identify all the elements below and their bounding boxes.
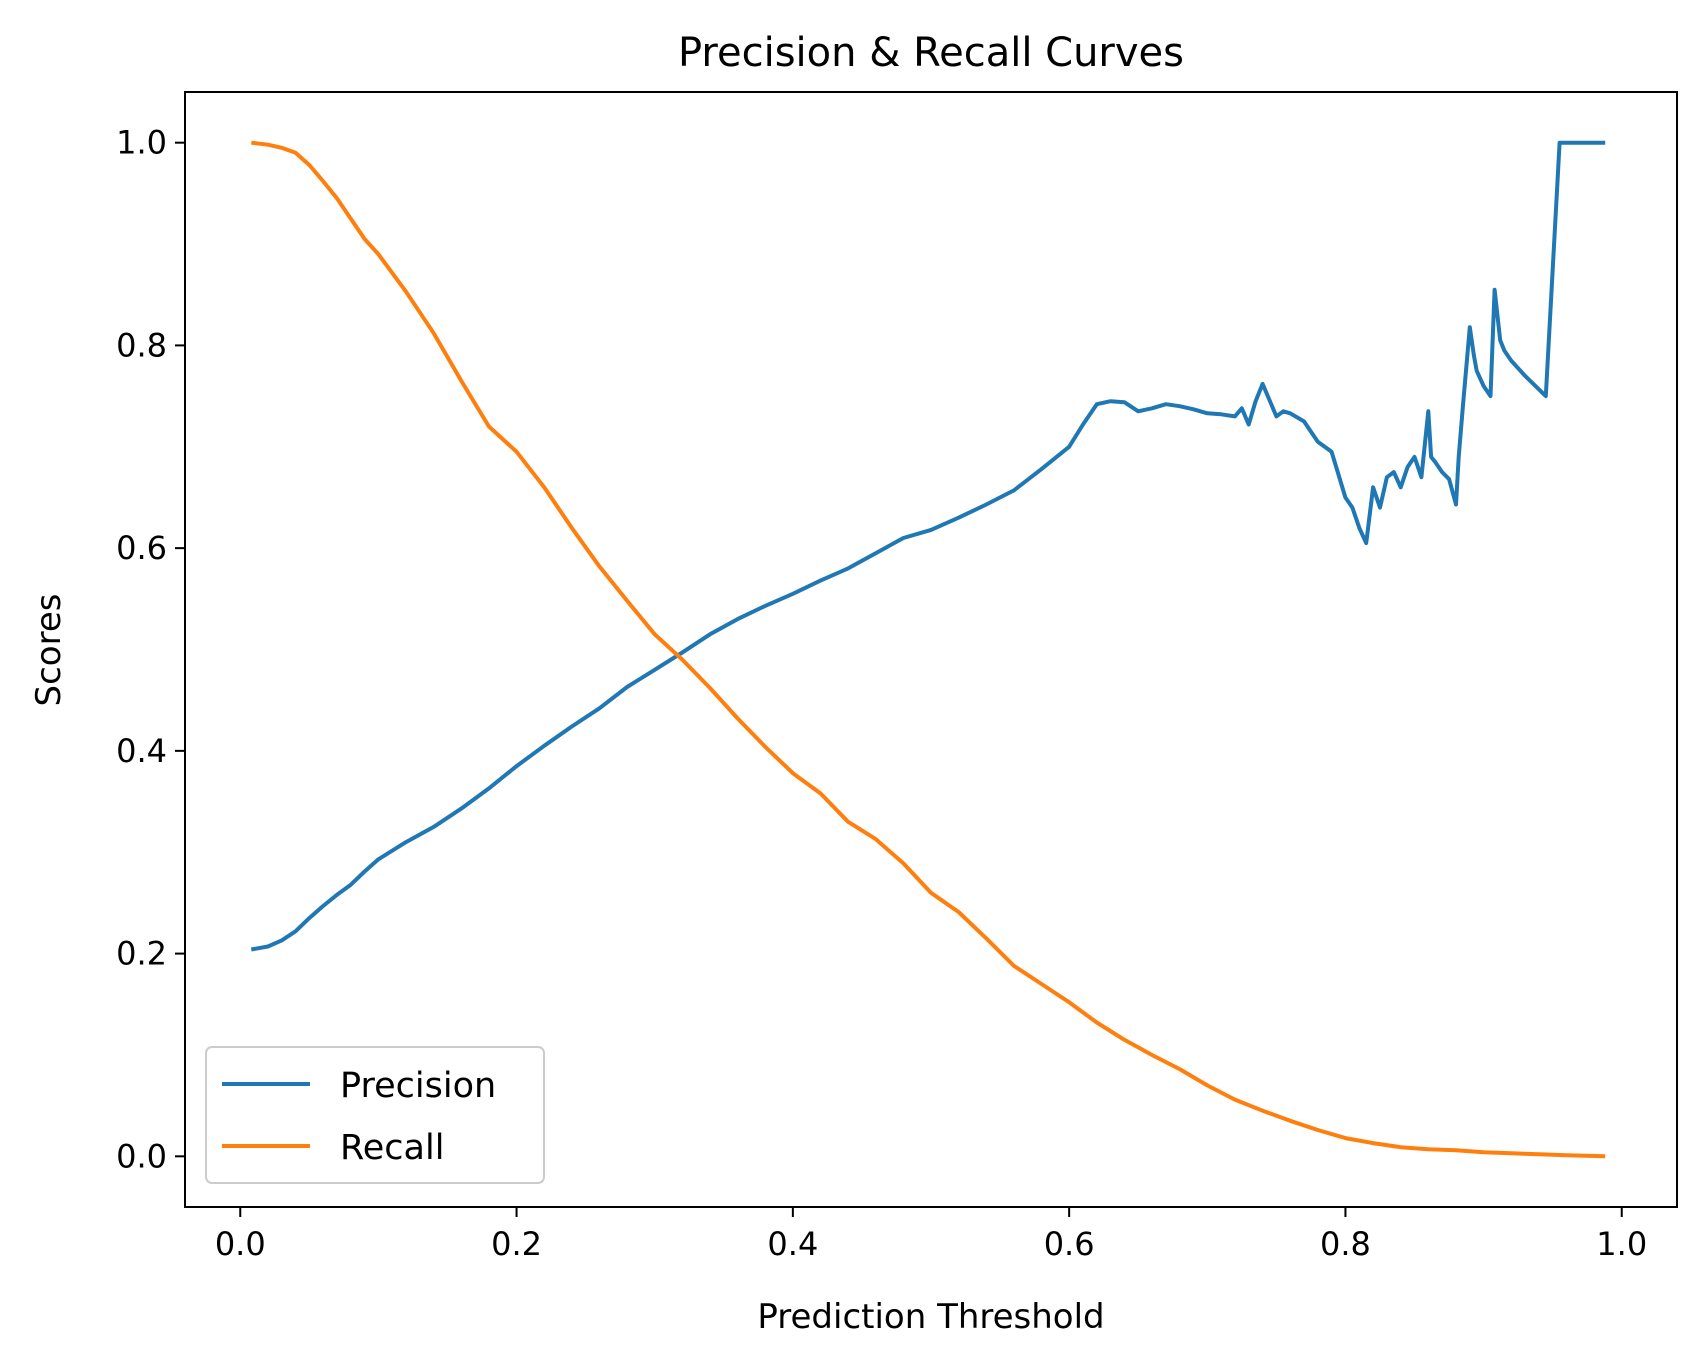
y-tick-label: 0.0 bbox=[116, 1137, 167, 1175]
x-tick-label: 1.0 bbox=[1596, 1225, 1647, 1263]
legend-box bbox=[205, 1046, 545, 1184]
y-tick-label: 0.4 bbox=[116, 732, 167, 770]
x-tick-label: 0.0 bbox=[215, 1225, 266, 1263]
x-tick-label: 0.8 bbox=[1320, 1225, 1371, 1263]
plot-area bbox=[185, 92, 1677, 1207]
y-axis-ticks: 0.0 0.2 0.4 0.6 0.8 1.0 bbox=[116, 124, 185, 1175]
y-tick-label: 0.2 bbox=[116, 935, 167, 973]
y-tick-label: 0.8 bbox=[116, 326, 167, 364]
y-tick-label: 0.6 bbox=[116, 529, 167, 567]
x-axis-ticks: 0.0 0.2 0.4 0.6 0.8 1.0 bbox=[215, 1207, 1647, 1263]
series-line-precision bbox=[250, 140, 1606, 952]
y-axis-label: Scores bbox=[29, 594, 69, 707]
legend-label-recall: Recall bbox=[340, 1128, 444, 1168]
x-tick-label: 0.6 bbox=[1044, 1225, 1095, 1263]
series-line-recall bbox=[251, 140, 1606, 1159]
x-tick-label: 0.2 bbox=[491, 1225, 542, 1263]
y-tick-label: 1.0 bbox=[116, 124, 167, 162]
series-lines bbox=[250, 140, 1606, 1159]
x-axis-label: Prediction Threshold bbox=[757, 1297, 1104, 1337]
legend: Precision Recall bbox=[205, 1046, 545, 1184]
legend-label-precision: Precision bbox=[340, 1066, 496, 1106]
chart-title: Precision & Recall Curves bbox=[678, 30, 1184, 76]
plot-frame bbox=[184, 91, 1678, 1208]
x-tick-label: 0.4 bbox=[767, 1225, 818, 1263]
